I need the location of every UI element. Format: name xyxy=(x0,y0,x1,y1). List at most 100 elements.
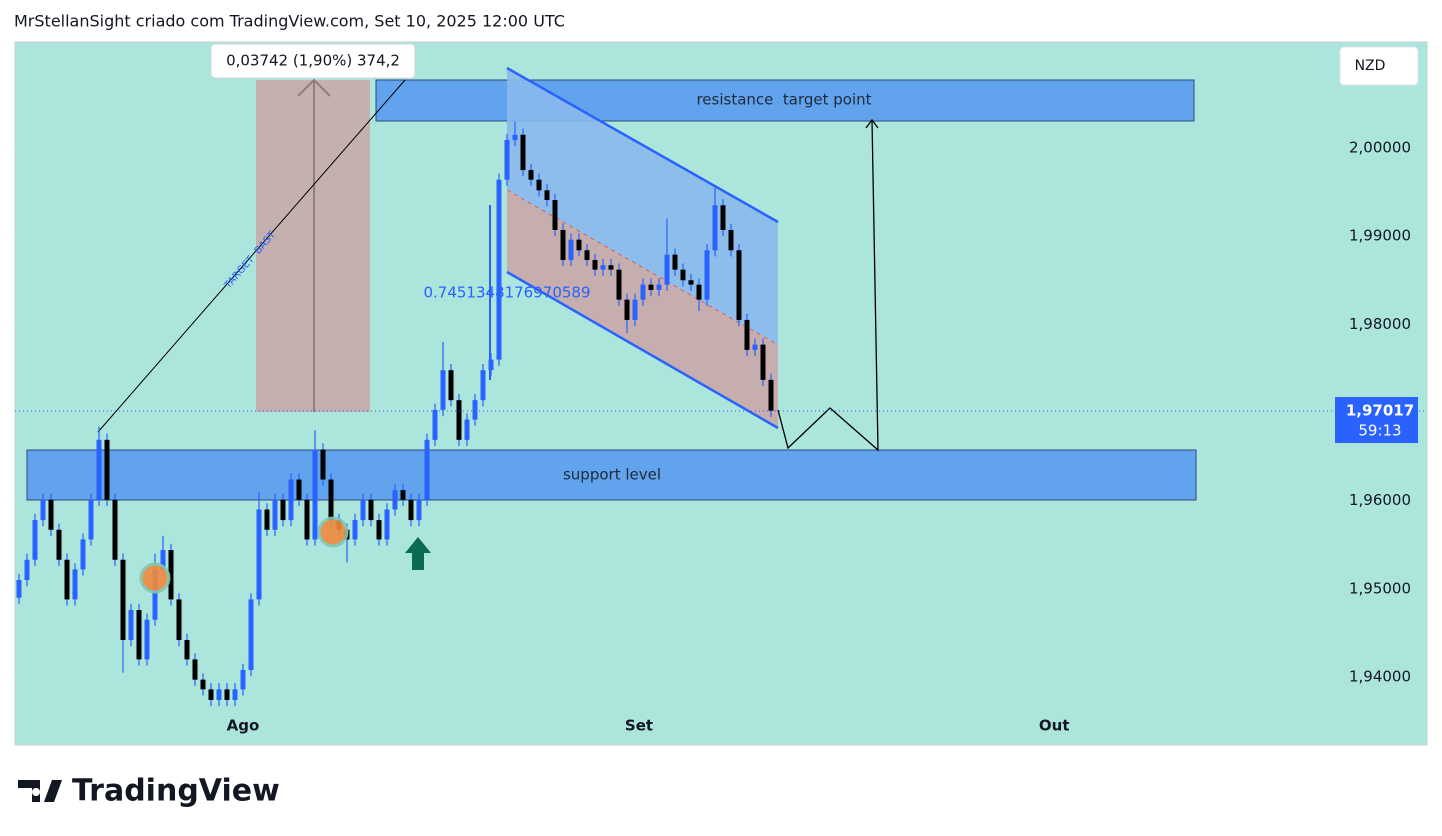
candle-body xyxy=(720,205,726,230)
candle-body xyxy=(400,490,406,500)
candle-body xyxy=(576,239,582,251)
resistance-label: resistance target point xyxy=(696,91,871,109)
candle-body xyxy=(312,449,318,540)
candle-body xyxy=(376,520,382,540)
currency-box[interactable] xyxy=(1339,46,1419,86)
candle-body xyxy=(296,479,302,500)
candle-body xyxy=(624,299,630,320)
projection-head xyxy=(865,118,879,129)
channel-upper xyxy=(507,68,778,345)
candle-body xyxy=(680,269,686,281)
candle-body xyxy=(456,400,462,440)
candle-body xyxy=(480,370,486,401)
channel-top xyxy=(506,66,779,224)
candle-body xyxy=(552,200,558,230)
candle-body xyxy=(56,529,62,560)
candle-body xyxy=(592,259,598,270)
candle-body xyxy=(432,409,438,440)
candle-body xyxy=(72,569,78,600)
candle-body xyxy=(264,509,270,530)
axes: 1,940001,950001,960001,970001,980001,990… xyxy=(15,138,1427,745)
candle-body xyxy=(560,229,566,260)
logo: TradingView xyxy=(18,774,280,809)
candle-body xyxy=(768,379,774,411)
candle-body xyxy=(544,190,550,201)
candle-body xyxy=(392,490,398,510)
candle-body xyxy=(512,134,518,141)
y-tick-label: 1,99000 xyxy=(1349,227,1411,245)
candle-body xyxy=(48,499,54,530)
candle-body xyxy=(360,499,366,521)
candle-body xyxy=(464,419,470,440)
candle-body xyxy=(80,539,86,570)
candle-body xyxy=(448,370,454,401)
candle-body xyxy=(352,520,358,540)
candle-body xyxy=(736,250,742,320)
candle-body xyxy=(288,479,294,521)
candle-body xyxy=(64,559,70,600)
price-tag xyxy=(1335,397,1418,444)
candle-body xyxy=(568,239,574,260)
candle-body xyxy=(648,284,654,290)
candle-body xyxy=(32,520,38,560)
measure-label: 0,03742 (1,90%) 374,2 xyxy=(226,52,400,70)
candle-body xyxy=(608,265,614,270)
candles xyxy=(16,121,774,707)
countdown: 59:13 xyxy=(1358,422,1401,440)
y-tick-label: 1,98000 xyxy=(1349,315,1411,333)
support-label: support level xyxy=(563,466,661,484)
candle-body xyxy=(688,280,694,285)
candle-body xyxy=(128,610,134,640)
candle-body xyxy=(328,479,334,521)
candle-body xyxy=(656,284,662,290)
candle-body xyxy=(696,284,702,300)
y-tick-label: 2,00000 xyxy=(1349,138,1411,156)
candle-body xyxy=(240,669,246,690)
candle-body xyxy=(472,400,478,420)
price-label: 1,97017 xyxy=(1346,402,1414,420)
candle-body xyxy=(152,569,158,620)
candle-body xyxy=(424,439,430,500)
candle-body xyxy=(384,509,390,540)
y-tick-label: 1,95000 xyxy=(1349,579,1411,597)
candle-body xyxy=(752,344,758,350)
marker-circle xyxy=(139,562,171,594)
candle-body xyxy=(672,254,678,270)
candle-body xyxy=(664,254,670,285)
candle-body xyxy=(280,499,286,521)
candle-body xyxy=(520,134,526,171)
candle-body xyxy=(200,679,206,690)
candle-body xyxy=(144,619,150,660)
candle-body xyxy=(232,689,238,700)
candle-body xyxy=(248,599,254,670)
y-tick-label: 1,96000 xyxy=(1349,491,1411,509)
candle-body xyxy=(632,299,638,320)
candle-body xyxy=(224,689,230,700)
candle-body xyxy=(536,179,542,191)
candle-body xyxy=(120,559,126,640)
candle-body xyxy=(496,179,502,360)
candle-body xyxy=(16,580,22,598)
candle-body xyxy=(304,499,310,540)
channel-bottom xyxy=(506,270,779,430)
candle-body xyxy=(504,140,510,180)
candle-body xyxy=(616,269,622,300)
x-tick-label: Out xyxy=(1039,717,1070,735)
candle-body xyxy=(744,319,750,350)
measure-tooltip xyxy=(210,43,416,79)
target-line xyxy=(97,79,406,433)
candle-body xyxy=(600,265,606,270)
currency: NZD xyxy=(1355,58,1386,74)
candle-body xyxy=(208,689,214,700)
candle-body xyxy=(584,250,590,260)
projection xyxy=(777,119,879,452)
ratio-label: 0.7451348176970589 xyxy=(423,284,590,302)
candle-body xyxy=(416,499,422,521)
candle-body xyxy=(408,499,414,521)
y-tick-label: 1,94000 xyxy=(1349,668,1411,686)
candle-body xyxy=(368,499,374,521)
candle-body xyxy=(712,205,718,251)
x-tick-label: Ago xyxy=(227,717,260,735)
candle-body xyxy=(136,610,142,660)
